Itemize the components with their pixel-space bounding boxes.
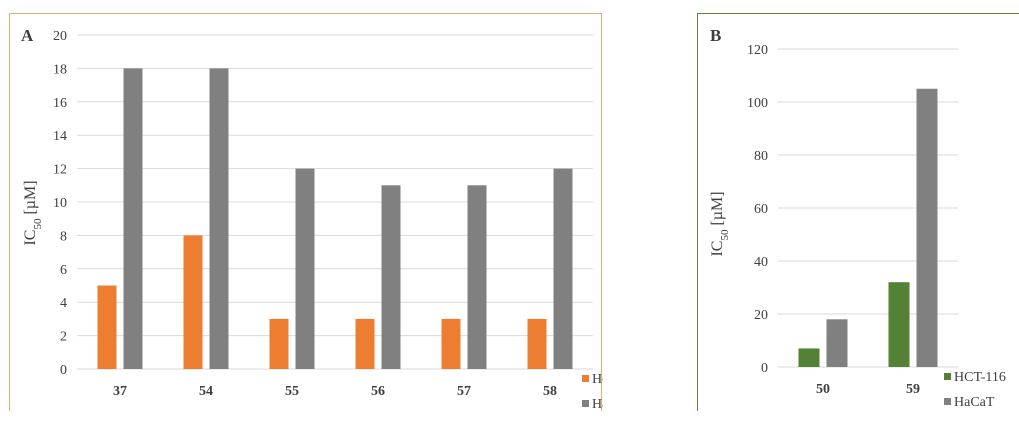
y-tick-label: 60	[754, 202, 768, 217]
panel-a-label: A	[21, 26, 34, 45]
chart-a-bars	[97, 68, 573, 370]
chart-b-x-ticks: 50 59	[816, 382, 920, 397]
y-tick-label: 12	[53, 163, 67, 178]
bar-hela-57	[441, 318, 461, 369]
x-tick-label: 54	[199, 384, 213, 399]
bar-hacat-57	[467, 185, 487, 369]
y-tick-label: 20	[754, 308, 768, 323]
chart-a-x-ticks: 37 54 55 56 57 58	[113, 384, 557, 399]
chart-b-bars	[798, 88, 938, 367]
chart-a-legend: HeLa HaCaT	[582, 372, 603, 412]
y-tick-label: 0	[761, 361, 768, 376]
bar-hela-55	[269, 318, 289, 369]
bar-hacat-37	[123, 68, 143, 370]
y-tick-label: 16	[53, 96, 67, 111]
y-tick-label: 6	[60, 263, 67, 278]
x-tick-label: 57	[457, 384, 471, 399]
bar-hela-54	[183, 235, 203, 369]
bar-hacat-56	[381, 185, 401, 369]
bar-hela-56	[355, 318, 375, 369]
x-tick-label: 56	[371, 384, 385, 399]
chart-b-svg: B IC50 [µM] 0 20 40 60 80 100 120 50 59 HCT-116…	[709, 26, 1006, 410]
y-tick-label: 120	[747, 43, 768, 58]
y-tick-label: 14	[53, 129, 67, 144]
bar-hct-116-59	[888, 282, 910, 367]
bar-hacat-59	[916, 88, 938, 367]
legend-label-hct-116: HCT-116	[954, 370, 1006, 385]
chart-b-legend: HCT-116 HaCaT	[944, 370, 1006, 410]
legend-label-hacat: HaCaT	[592, 397, 603, 412]
chart-b-y-axis-label: IC50 [µM]	[709, 191, 731, 256]
chart-a-y-axis-label: IC50 [µM]	[22, 180, 44, 245]
x-tick-label: 55	[285, 384, 299, 399]
bar-hacat-58	[553, 168, 573, 369]
panel-b-label: B	[710, 26, 721, 45]
y-tick-label: 8	[60, 229, 67, 244]
legend-swatch-hacat	[582, 400, 589, 407]
bar-hacat-50	[826, 319, 848, 367]
bar-hacat-54	[209, 68, 229, 370]
y-tick-label: 0	[60, 363, 67, 378]
y-tick-label: 40	[754, 255, 768, 270]
bar-hela-58	[527, 318, 547, 369]
x-tick-label: 59	[906, 382, 920, 397]
y-tick-label: 20	[53, 29, 67, 44]
y-tick-label: 10	[53, 196, 67, 211]
chart-a-svg: A IC50 [µM] 0 2 4 6 8 10 12 14 16 18 20 37 54 55 56 57…	[21, 26, 603, 412]
legend-swatch-hacat	[944, 398, 951, 405]
chart-panel-a: A IC50 [µM] 0 2 4 6 8 10 12 14 16 18 20 37 54 55 56 57…	[9, 13, 603, 412]
legend-label-hacat: HaCaT	[954, 395, 995, 410]
x-tick-label: 58	[543, 384, 557, 399]
y-tick-label: 80	[754, 149, 768, 164]
x-tick-label: 50	[816, 382, 830, 397]
y-tick-label: 100	[747, 96, 768, 111]
bar-hela-37	[97, 285, 117, 369]
y-tick-label: 4	[60, 296, 67, 311]
chart-b-y-ticks: 0 20 40 60 80 100 120	[747, 43, 768, 376]
x-tick-label: 37	[113, 384, 127, 399]
legend-swatch-hela	[582, 375, 589, 382]
legend-label-hela: HeLa	[592, 372, 603, 387]
bar-hacat-55	[295, 168, 315, 369]
y-tick-label: 2	[60, 330, 67, 345]
chart-a-gridlines	[77, 34, 593, 370]
legend-swatch-hct-116	[944, 373, 951, 380]
bar-hct-116-50	[798, 348, 820, 367]
chart-a-y-ticks: 0 2 4 6 8 10 12 14 16 18 20	[53, 29, 67, 378]
y-tick-label: 18	[53, 62, 67, 77]
chart-panel-b: B IC50 [µM] 0 20 40 60 80 100 120 50 59 HCT-116…	[697, 13, 1019, 411]
